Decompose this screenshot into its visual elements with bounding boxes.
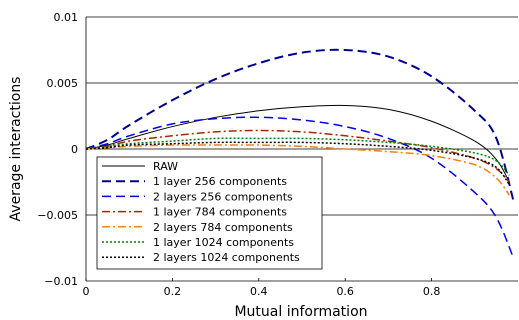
legend-label: 2 layers 1024 components xyxy=(153,251,300,264)
legend-box xyxy=(96,156,323,270)
x-tick-label: 0.2 xyxy=(164,285,182,298)
series-line-4 xyxy=(85,129,510,183)
x-tick-label: 0.6 xyxy=(336,285,354,298)
legend-label: 2 layers 784 components xyxy=(153,221,293,234)
legend-label: RAW xyxy=(153,160,178,173)
legend-label: 1 layer 256 components xyxy=(153,175,287,188)
y-tick-label: 0.005 xyxy=(47,77,79,90)
series-line-2 xyxy=(85,48,515,203)
legend-label: 1 layer 784 components xyxy=(153,206,287,219)
series-line-3 xyxy=(85,116,515,259)
series-line-6 xyxy=(85,137,510,176)
legend-label: 1 layer 1024 components xyxy=(153,236,294,249)
y-tick-label: −0.005 xyxy=(37,209,78,222)
y-tick-label: −0.01 xyxy=(44,275,78,288)
y-tick-label: 0 xyxy=(71,143,78,156)
legend-label: 2 layers 256 components xyxy=(153,190,293,203)
series-line-5 xyxy=(85,144,510,196)
y-axis-title: Average interactions xyxy=(8,77,24,222)
x-axis-title: Mutual information xyxy=(234,304,367,320)
y-tick-label: 0.01 xyxy=(54,11,79,24)
legend: RAW 1 layer 256 components 2 layers 256 co… xyxy=(96,156,323,270)
x-tick-label: 0.8 xyxy=(423,285,441,298)
x-tick-label: 0.4 xyxy=(250,285,268,298)
series-line-7 xyxy=(85,141,510,186)
series-lines xyxy=(85,48,515,259)
series-line-1 xyxy=(85,104,510,183)
x-tick-label: 0 xyxy=(83,285,90,298)
